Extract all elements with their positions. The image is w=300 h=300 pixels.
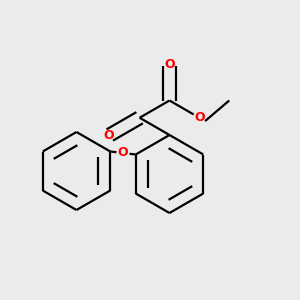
Text: O: O [164,58,175,71]
Text: O: O [103,129,114,142]
Text: O: O [118,146,128,160]
Text: O: O [194,111,205,124]
